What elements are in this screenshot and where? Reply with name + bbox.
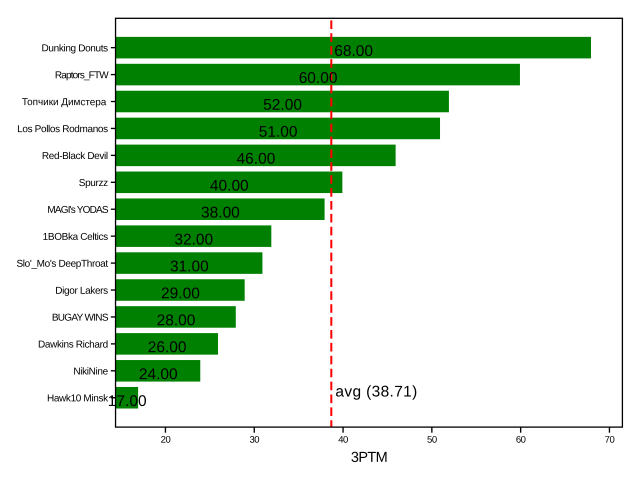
- svg-text:38.00: 38.00: [201, 205, 240, 222]
- svg-text:MAGI's YODAS: MAGI's YODAS: [47, 205, 109, 216]
- svg-text:Топчики Димстера: Топчики Димстера: [22, 97, 107, 108]
- svg-text:70: 70: [605, 435, 615, 446]
- svg-text:31.00: 31.00: [170, 258, 209, 275]
- svg-text:3PTM: 3PTM: [351, 450, 387, 466]
- svg-text:52.00: 52.00: [263, 97, 302, 114]
- svg-text:30: 30: [249, 435, 259, 446]
- svg-text:20: 20: [161, 435, 171, 446]
- svg-text:68.00: 68.00: [334, 43, 373, 60]
- svg-text:Raptors_FTW: Raptors_FTW: [55, 70, 109, 81]
- svg-text:29.00: 29.00: [161, 285, 200, 302]
- svg-text:17.00: 17.00: [108, 393, 147, 410]
- svg-text:32.00: 32.00: [174, 231, 213, 248]
- svg-text:Spurzz: Spurzz: [79, 178, 108, 189]
- svg-text:40.00: 40.00: [210, 178, 249, 195]
- svg-text:60: 60: [516, 435, 526, 446]
- svg-text:Dunking Donuts: Dunking Donuts: [42, 43, 109, 54]
- svg-text:40: 40: [338, 435, 348, 446]
- svg-text:26.00: 26.00: [148, 339, 187, 356]
- svg-text:BUGAY WINS: BUGAY WINS: [52, 313, 109, 324]
- svg-text:Digor Lakers: Digor Lakers: [55, 286, 108, 297]
- svg-text:51.00: 51.00: [259, 124, 298, 141]
- svg-text:50: 50: [427, 435, 437, 446]
- svg-text:Dawkins Richard: Dawkins Richard: [38, 340, 108, 351]
- svg-text:Los Pollos Rodmanos: Los Pollos Rodmanos: [17, 124, 108, 135]
- svg-text:Hawk10 Minsk: Hawk10 Minsk: [47, 393, 109, 404]
- svg-text:Red-Black Devil: Red-Black Devil: [42, 151, 108, 162]
- svg-text:Slo'_Mo's DeepThroat: Slo'_Mo's DeepThroat: [16, 259, 108, 270]
- svg-text:NikiNine: NikiNine: [73, 366, 108, 377]
- svg-text:46.00: 46.00: [237, 151, 276, 168]
- svg-text:60.00: 60.00: [299, 70, 338, 87]
- svg-text:24.00: 24.00: [139, 366, 178, 383]
- svg-text:1BOBka Celtics: 1BOBka Celtics: [43, 232, 108, 243]
- svg-text:avg (38.71): avg (38.71): [335, 384, 417, 401]
- svg-text:28.00: 28.00: [157, 312, 196, 329]
